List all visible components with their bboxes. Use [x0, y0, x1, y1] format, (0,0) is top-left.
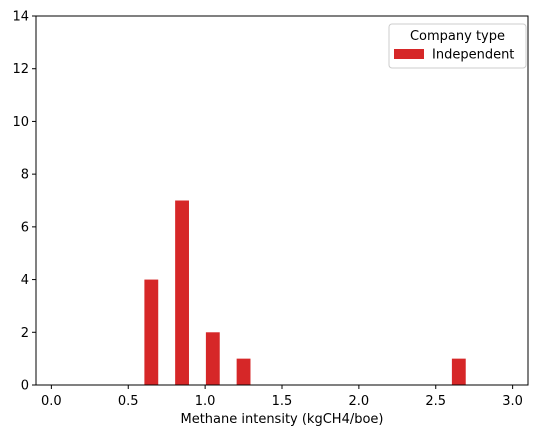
x-tick-label-6: 3.0	[502, 394, 523, 409]
y-tick-label-1: 2	[21, 326, 29, 341]
legend: Company type Independent	[388, 23, 527, 69]
y-tick-label-5: 10	[12, 115, 29, 130]
legend-swatch-0	[394, 49, 424, 59]
y-tick-label-3: 6	[21, 220, 29, 235]
y-tick-label-2: 4	[21, 273, 29, 288]
y-tick-label-7: 14	[12, 10, 29, 25]
x-axis-label: Methane intensity (kgCH4/boe)	[180, 412, 383, 427]
legend-title: Company type	[410, 29, 505, 44]
plot-frame	[35, 15, 529, 386]
bars-layer	[144, 200, 466, 385]
y-tick-label-4: 8	[21, 168, 29, 183]
y-tick-label-6: 12	[12, 62, 29, 77]
x-tick-label-4: 2.0	[349, 394, 370, 409]
bar-0	[144, 279, 159, 385]
axes-layer	[35, 15, 529, 386]
bar-4	[205, 332, 220, 385]
ticks-layer: 0.0 0.5 1.0 1.5 2.0 2.5 3.0 0 2 4 6 8 10 12 14	[12, 10, 523, 410]
legend-entry-0: Independent	[432, 48, 514, 63]
x-tick-label-3: 1.5	[272, 394, 293, 409]
bar-6	[236, 358, 251, 385]
bar-7	[451, 358, 466, 385]
y-tick-label-0: 0	[21, 379, 29, 394]
bar-2	[175, 200, 189, 385]
x-tick-label-5: 2.5	[425, 394, 446, 409]
x-tick-label-0: 0.0	[41, 394, 62, 409]
x-tick-label-1: 0.5	[118, 394, 139, 409]
x-tick-label-2: 1.0	[195, 394, 216, 409]
